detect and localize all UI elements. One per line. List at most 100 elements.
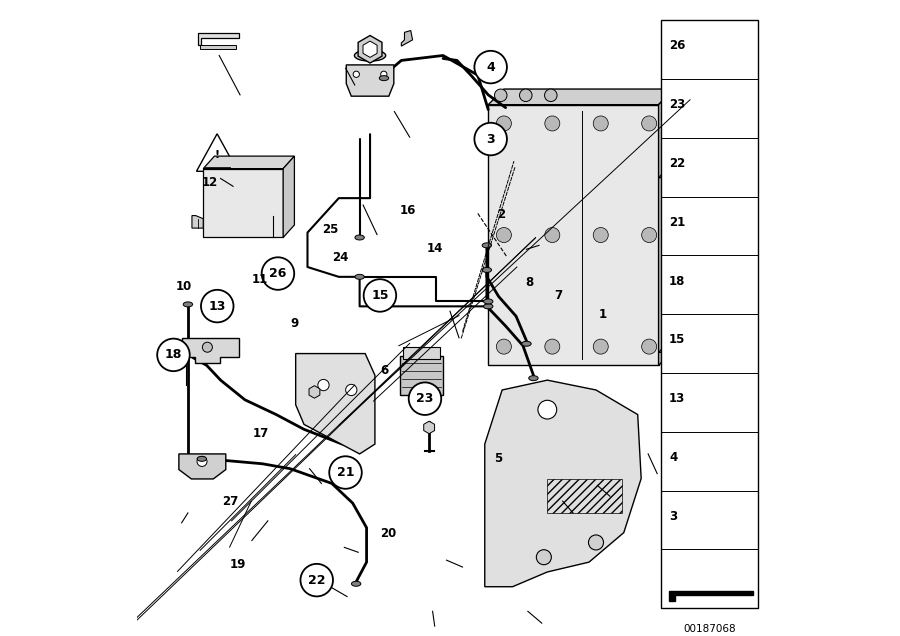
Circle shape [589,535,604,550]
Text: 26: 26 [269,267,286,280]
Circle shape [593,339,608,354]
Text: 00187068: 00187068 [684,624,736,634]
Circle shape [474,51,507,83]
Text: 16: 16 [400,205,417,218]
Text: 22: 22 [669,157,685,170]
Text: 6: 6 [380,364,388,377]
Circle shape [494,89,507,102]
Text: 3: 3 [669,510,677,523]
Text: 10: 10 [176,280,193,293]
Circle shape [202,342,212,352]
Ellipse shape [355,274,365,279]
Ellipse shape [352,581,361,586]
Text: 24: 24 [332,251,348,265]
Text: 15: 15 [371,289,389,302]
Circle shape [544,228,560,242]
Text: 13: 13 [209,300,226,312]
Polygon shape [284,156,294,237]
Polygon shape [716,326,728,340]
Polygon shape [203,156,294,169]
Bar [547,478,623,513]
Polygon shape [659,89,674,365]
Circle shape [642,339,657,354]
Polygon shape [200,45,236,48]
Polygon shape [192,216,203,228]
Polygon shape [198,33,239,45]
Ellipse shape [528,376,538,381]
Circle shape [497,339,511,354]
Circle shape [544,339,560,354]
Bar [488,105,659,365]
Bar [718,170,727,177]
Ellipse shape [482,268,491,272]
Ellipse shape [379,76,389,81]
Text: 23: 23 [669,98,685,111]
Circle shape [301,564,333,597]
Circle shape [642,228,657,242]
Circle shape [474,123,507,155]
Bar [403,347,440,359]
Circle shape [536,550,552,565]
Circle shape [318,380,329,391]
Polygon shape [715,155,731,174]
Text: 21: 21 [337,466,355,479]
Circle shape [642,116,657,131]
Circle shape [353,71,359,78]
Circle shape [364,279,396,312]
Text: 20: 20 [380,527,396,540]
Polygon shape [485,380,641,587]
Text: 26: 26 [669,39,686,52]
Circle shape [497,228,511,242]
Ellipse shape [483,299,493,304]
Ellipse shape [184,302,193,307]
Text: 11: 11 [252,273,268,286]
Polygon shape [714,39,731,60]
Polygon shape [716,443,730,460]
Polygon shape [718,44,727,55]
Text: 4: 4 [486,60,495,74]
Circle shape [409,382,441,415]
Text: 17: 17 [253,427,269,439]
Circle shape [497,116,511,131]
Text: 1: 1 [598,308,607,321]
Text: 12: 12 [202,176,218,190]
Polygon shape [363,41,377,57]
Text: 19: 19 [230,558,246,571]
Circle shape [201,290,233,322]
Text: 4: 4 [669,451,677,464]
Ellipse shape [355,50,386,61]
Polygon shape [196,134,238,171]
Text: 18: 18 [165,349,182,361]
Polygon shape [716,209,729,224]
Ellipse shape [483,304,493,309]
Circle shape [197,457,207,466]
Polygon shape [715,276,730,294]
Circle shape [538,400,557,419]
Text: 8: 8 [525,277,534,289]
Text: 7: 7 [554,289,562,302]
Text: 14: 14 [427,242,443,255]
Polygon shape [659,162,684,352]
Circle shape [381,71,387,78]
Text: !: ! [214,150,220,160]
Polygon shape [183,338,238,363]
Polygon shape [309,385,320,398]
Bar [662,20,759,608]
Polygon shape [488,89,674,105]
Polygon shape [358,36,382,63]
Circle shape [329,456,362,489]
Bar [400,356,443,395]
Polygon shape [296,354,375,454]
Polygon shape [669,591,753,601]
Text: 22: 22 [308,574,326,586]
Polygon shape [718,280,726,289]
Text: 15: 15 [669,333,686,347]
Circle shape [158,338,190,371]
Polygon shape [346,65,394,96]
Text: 9: 9 [291,317,299,330]
Text: 2: 2 [497,207,505,221]
Polygon shape [716,385,729,401]
Text: 23: 23 [417,392,434,405]
Text: 5: 5 [494,452,502,465]
Text: 25: 25 [321,223,338,236]
